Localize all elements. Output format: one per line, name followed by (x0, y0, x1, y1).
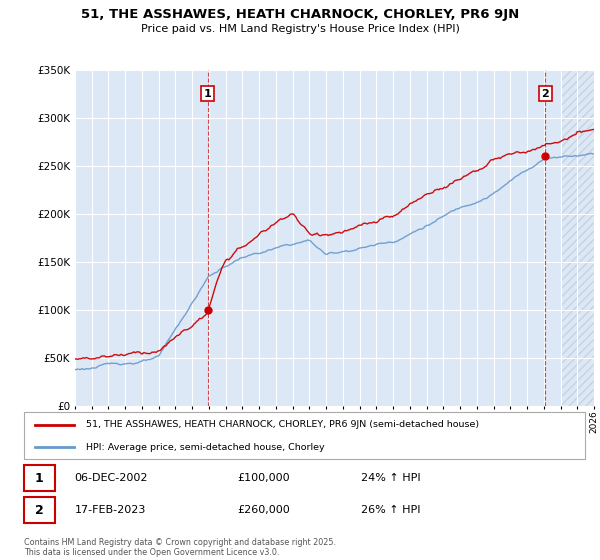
Text: 1: 1 (203, 88, 211, 99)
Text: 1: 1 (35, 472, 44, 484)
Text: 51, THE ASSHAWES, HEATH CHARNOCK, CHORLEY, PR6 9JN (semi-detached house): 51, THE ASSHAWES, HEATH CHARNOCK, CHORLE… (86, 421, 479, 430)
Text: Price paid vs. HM Land Registry's House Price Index (HPI): Price paid vs. HM Land Registry's House … (140, 24, 460, 34)
Bar (560, 70, 594, 406)
Text: 17-FEB-2023: 17-FEB-2023 (74, 505, 146, 515)
Bar (560, 70, 594, 406)
Text: 51, THE ASSHAWES, HEATH CHARNOCK, CHORLEY, PR6 9JN: 51, THE ASSHAWES, HEATH CHARNOCK, CHORLE… (81, 8, 519, 21)
Text: 2: 2 (35, 504, 44, 517)
Text: £100,000: £100,000 (237, 473, 290, 483)
Text: HPI: Average price, semi-detached house, Chorley: HPI: Average price, semi-detached house,… (86, 443, 325, 452)
Text: 06-DEC-2002: 06-DEC-2002 (74, 473, 148, 483)
Text: 24% ↑ HPI: 24% ↑ HPI (361, 473, 420, 483)
Text: 26% ↑ HPI: 26% ↑ HPI (361, 505, 420, 515)
Text: 2: 2 (541, 88, 549, 99)
Text: Contains HM Land Registry data © Crown copyright and database right 2025.
This d: Contains HM Land Registry data © Crown c… (24, 538, 336, 557)
Bar (24, 497, 55, 523)
Text: £260,000: £260,000 (237, 505, 290, 515)
Bar (24, 465, 55, 491)
Bar (560, 70, 594, 406)
